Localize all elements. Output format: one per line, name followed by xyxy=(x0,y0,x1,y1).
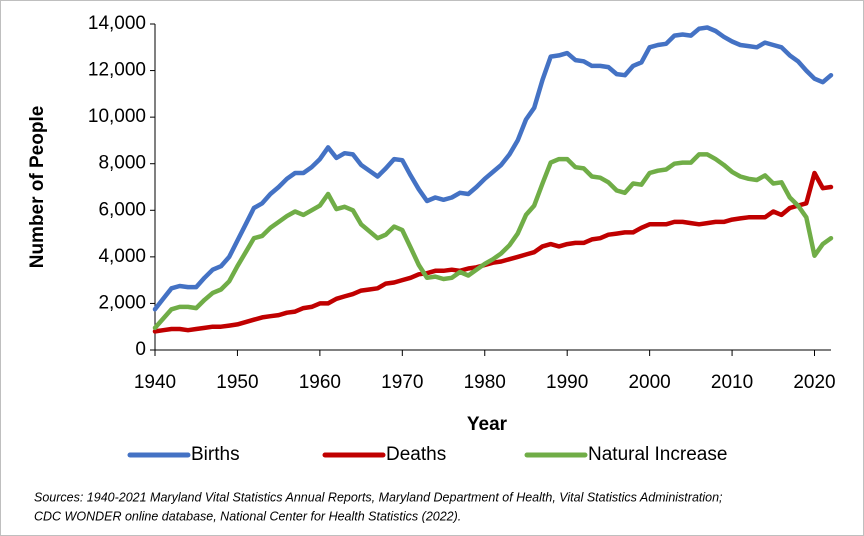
y-tick-label: 0 xyxy=(135,339,146,360)
x-tick-label: 2010 xyxy=(711,372,753,393)
y-tick-label: 14,000 xyxy=(88,13,146,34)
y-tick-label: 6,000 xyxy=(98,199,146,220)
y-tick-label: 10,000 xyxy=(88,106,146,127)
x-axis-label: Year xyxy=(467,414,508,435)
y-tick-label: 4,000 xyxy=(98,246,146,267)
legend-label: Natural Increase xyxy=(588,444,727,465)
series-line xyxy=(152,152,834,331)
x-tick-label: 2020 xyxy=(793,372,835,393)
y-tick-label: 2,000 xyxy=(98,292,146,313)
x-tick-label: 1970 xyxy=(381,372,423,393)
legend-label: Births xyxy=(191,444,240,465)
x-tick-label: 1990 xyxy=(546,372,588,393)
x-tick-label: 1940 xyxy=(134,372,176,393)
y-tick-label: 8,000 xyxy=(98,153,146,174)
series-line xyxy=(152,170,834,334)
series-line xyxy=(152,25,834,312)
x-tick-label: 2000 xyxy=(628,372,670,393)
legend-label: Deaths xyxy=(386,444,446,465)
y-axis-label: Number of People xyxy=(27,106,48,269)
y-tick-label: 12,000 xyxy=(88,60,146,81)
source-note: CDC WONDER online database, National Cen… xyxy=(34,509,461,523)
x-tick-label: 1950 xyxy=(216,372,258,393)
x-tick-label: 1980 xyxy=(464,372,506,393)
source-note: Sources: 1940-2021 Maryland Vital Statis… xyxy=(34,490,723,504)
x-tick-label: 1960 xyxy=(299,372,341,393)
